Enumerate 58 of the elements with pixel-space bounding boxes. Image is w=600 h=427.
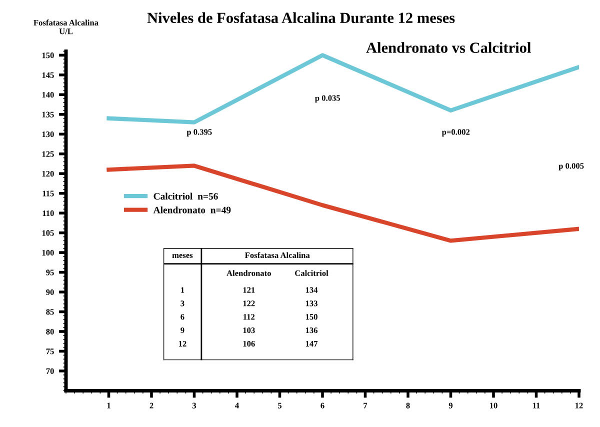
y-tick-label: 130 — [42, 131, 54, 138]
chart-subtitle: Alendronato vs Calcitriol — [366, 42, 531, 53]
chart-title: Niveles de Fosfatasa Alcalina Durante 12 meses — [147, 12, 455, 24]
x-tick-label: 7 — [364, 402, 368, 408]
annotation: p=0.002 — [442, 129, 470, 136]
annotation: 134 — [306, 287, 318, 293]
y-tick-label: 115 — [42, 190, 54, 196]
x-tick-label: 10 — [490, 402, 498, 408]
y-tick-label: 85 — [46, 309, 54, 315]
annotation: 112 — [244, 314, 255, 320]
y-tick-label: 125 — [42, 151, 54, 157]
annotation: 6 — [180, 314, 184, 320]
annotation: p 0.035 — [315, 95, 340, 103]
y-tick-label: 80 — [46, 328, 54, 334]
x-tick-label: 6 — [320, 402, 324, 408]
annotation: 9 — [180, 328, 184, 334]
annotation: 12 — [178, 340, 186, 346]
y-tick-label: 95 — [46, 270, 54, 276]
annotation: Alendronato — [226, 270, 271, 276]
y-tick-label: 90 — [46, 289, 54, 295]
x-tick-label: 12 — [576, 402, 583, 408]
annotation: 121 — [243, 287, 255, 293]
legend-label: Calcitriol n=56 — [154, 192, 218, 200]
legend-label: Alendronato n=49 — [153, 206, 231, 214]
annotation: 103 — [243, 327, 255, 334]
x-tick-label: 1 — [107, 402, 110, 408]
y-tick-label: 145 — [42, 72, 54, 78]
y-tick-label: 150 — [42, 52, 54, 58]
x-tick-label: 4 — [235, 402, 239, 408]
annotation: 136 — [306, 328, 318, 334]
y-tick-label: 110 — [42, 210, 54, 216]
x-tick-label: 8 — [406, 402, 410, 408]
y-tick-label: 100 — [42, 250, 54, 256]
annotation: p 0.395 — [186, 129, 212, 136]
y-tick-label: 75 — [46, 348, 54, 354]
y-tick-label: 135 — [42, 112, 54, 118]
x-tick-label: 5 — [278, 402, 282, 408]
annotation: 3 — [180, 300, 184, 306]
x-tick-label: 9 — [448, 402, 453, 408]
y-tick-label: 105 — [42, 230, 54, 236]
y-tick-label: 70 — [46, 368, 54, 374]
annotation: 147 — [306, 340, 318, 346]
annotation: Calcitriol — [295, 270, 328, 276]
annotation: Fosfatasa Alcalina — [244, 252, 310, 258]
y-tick-label: 120 — [42, 170, 54, 177]
x-tick-label: 2 — [150, 402, 154, 408]
y-tick-label: 140 — [42, 92, 54, 98]
annotation: 150 — [306, 314, 318, 320]
line-series — [106, 53, 579, 124]
annotation: 106 — [243, 340, 255, 347]
x-tick-label: 3 — [192, 402, 196, 408]
annotation: 1 — [181, 287, 184, 293]
annotation: 122 — [243, 300, 255, 306]
y-axis-title: Fosfatasa Alcalina U/L — [34, 20, 98, 34]
x-tick-label: 11 — [532, 402, 540, 408]
annotation: 133 — [306, 300, 318, 306]
annotation: meses — [172, 254, 193, 258]
annotation: p 0.005 — [558, 163, 584, 170]
